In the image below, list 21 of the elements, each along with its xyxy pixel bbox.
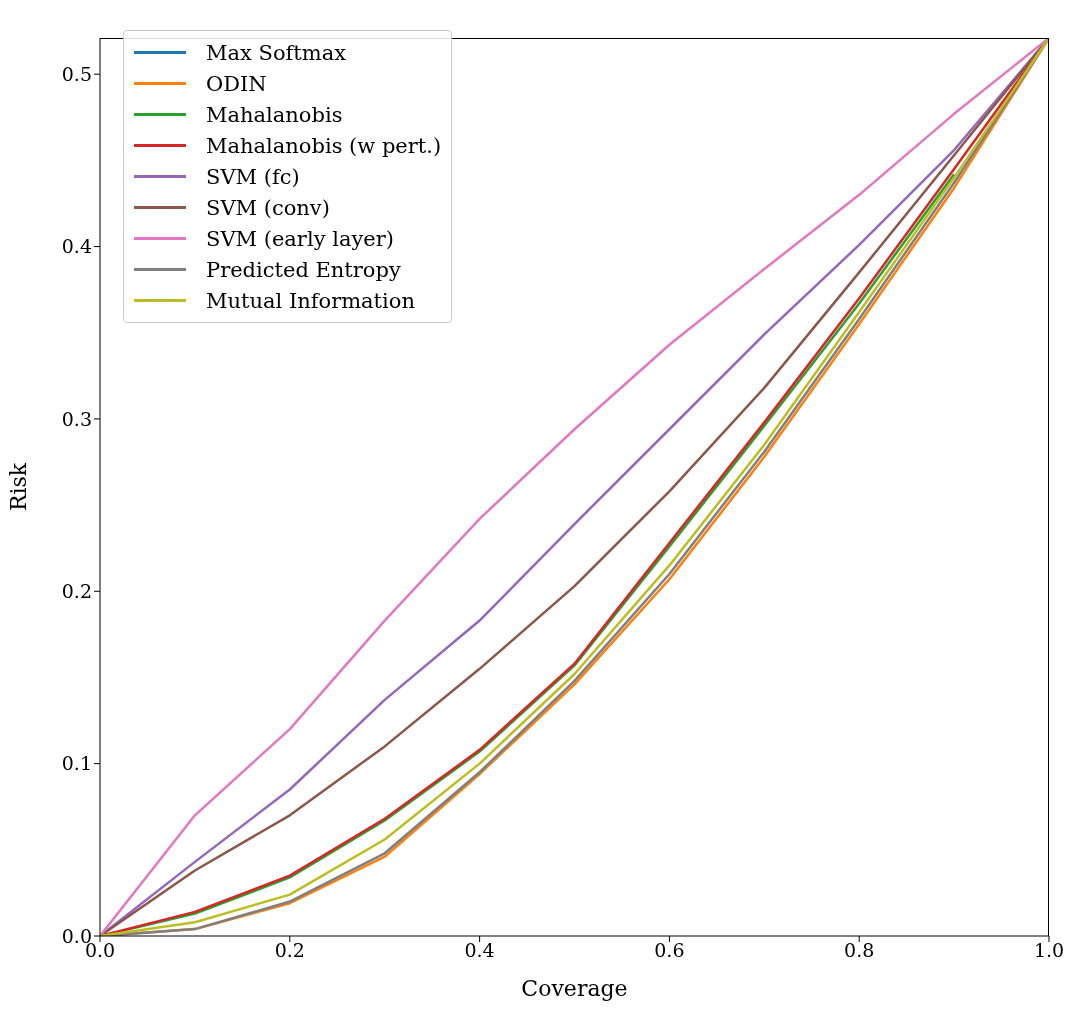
y-tick-label: 0.2	[61, 580, 92, 603]
legend-label: Mutual Information	[206, 288, 415, 313]
legend-label: ODIN	[206, 71, 267, 96]
legend-label: Mahalanobis	[206, 102, 343, 127]
legend-label: SVM (conv)	[206, 195, 330, 220]
legend-label: SVM (fc)	[206, 164, 300, 189]
x-axis-title: Coverage	[521, 976, 628, 1001]
x-tick-label: 0.6	[654, 939, 685, 962]
legend-label: Predicted Entropy	[206, 257, 401, 282]
y-tick-label: 0.3	[61, 407, 92, 430]
x-tick-label: 1.0	[1033, 939, 1065, 962]
x-tick-label: 0.8	[844, 939, 875, 962]
legend-label: SVM (early layer)	[206, 226, 394, 251]
x-tick-label: 0.2	[274, 939, 305, 962]
x-tick-label: 0.4	[464, 939, 495, 962]
legend-label: Mahalanobis (w pert.)	[206, 133, 442, 158]
y-tick-label: 0.5	[61, 62, 92, 85]
y-tick-label: 0.4	[61, 235, 92, 258]
y-axis-title: Risk	[5, 462, 31, 512]
legend-label: Max Softmax	[206, 40, 347, 65]
y-tick-label: 0.1	[61, 752, 92, 775]
